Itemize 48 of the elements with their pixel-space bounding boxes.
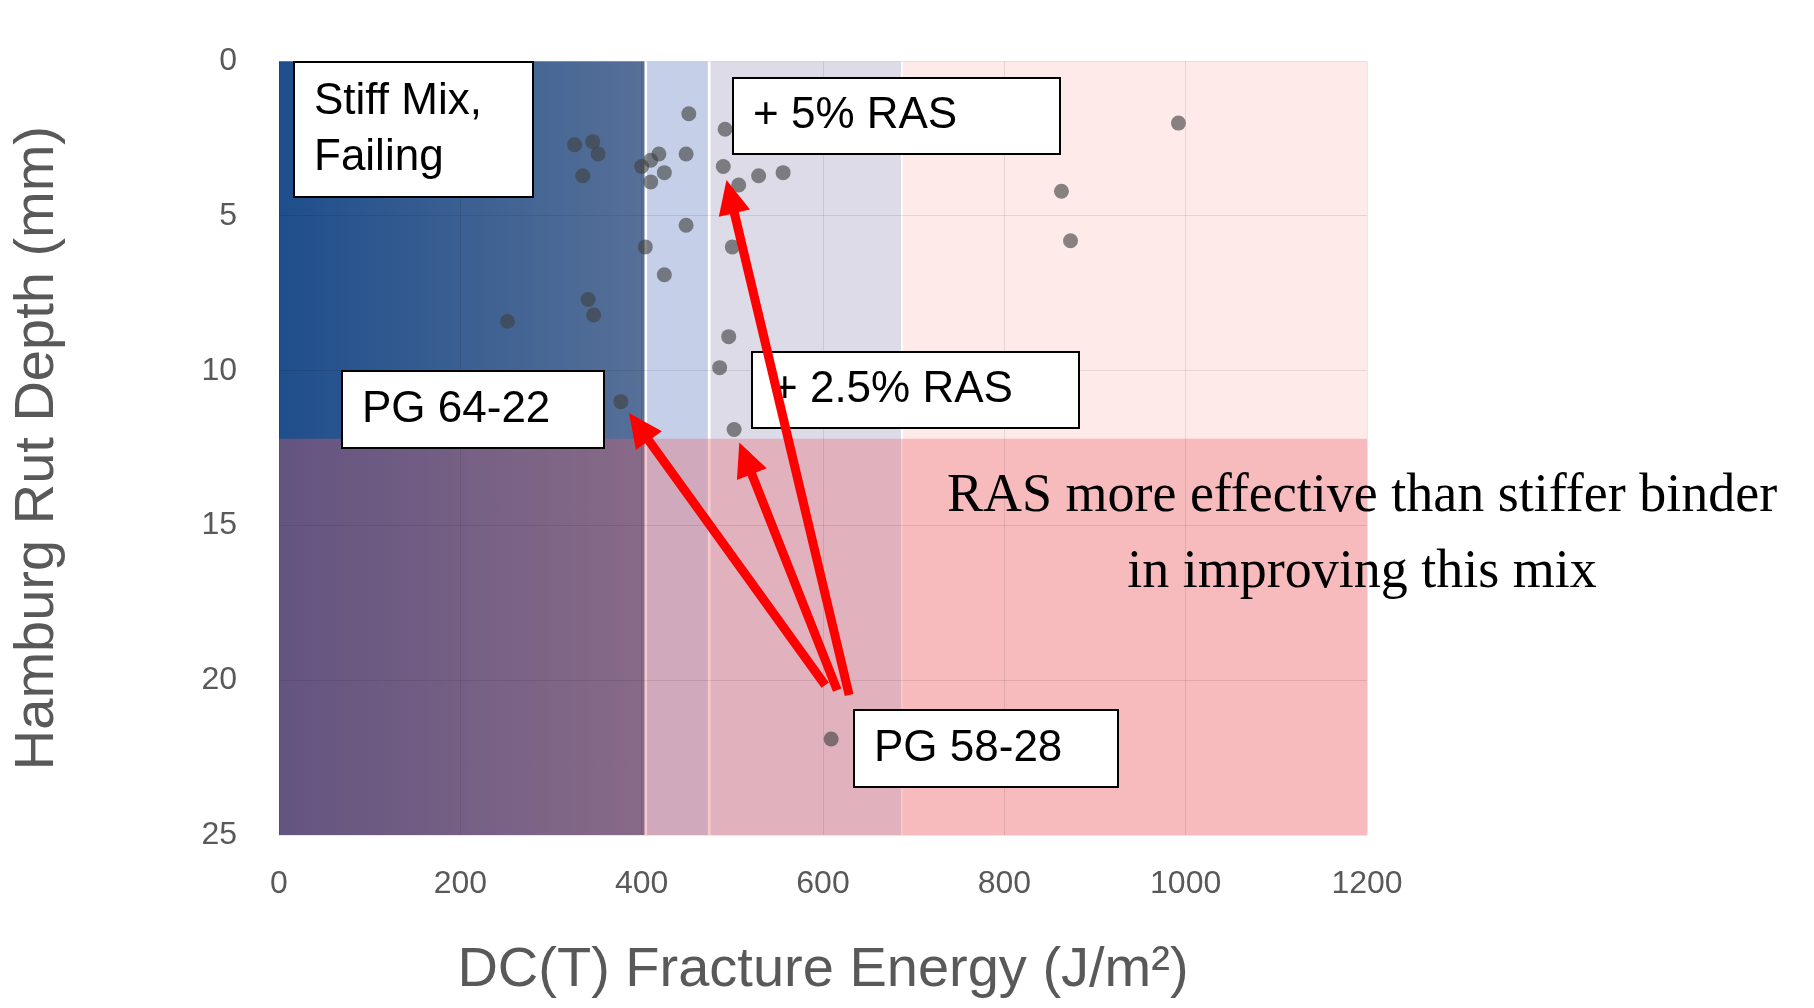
point	[731, 177, 747, 193]
x-tick-label: 1200	[1331, 864, 1403, 901]
x-tick-label: 800	[977, 864, 1032, 901]
point	[1170, 115, 1186, 131]
y-tick-label: 25	[201, 814, 237, 851]
y-tick-label: 20	[201, 660, 237, 697]
point	[721, 329, 737, 345]
point	[823, 731, 839, 747]
point	[751, 168, 767, 184]
annotation: RAS more effective than stiffer binder in improving this mix	[946, 463, 1778, 600]
point	[580, 292, 596, 308]
y-axis-title: Hamburg Rut Depth (mm)	[2, 126, 66, 771]
annotation: PG 58-28	[874, 720, 1063, 770]
point	[656, 267, 672, 283]
point	[590, 146, 606, 162]
point	[717, 121, 733, 137]
y-tick-label: 15	[201, 505, 237, 542]
point	[726, 422, 742, 438]
y-tick-label: 10	[201, 350, 237, 387]
x-tick-label: 0	[270, 864, 288, 901]
y-tick-label: 0	[219, 41, 237, 78]
point	[613, 394, 629, 410]
point	[712, 360, 728, 376]
x-tick-label: 200	[433, 864, 488, 901]
point	[499, 313, 515, 329]
annotation: Stiff Mix, Failing	[314, 73, 482, 179]
point	[681, 106, 697, 122]
point	[567, 137, 583, 153]
point	[586, 307, 602, 323]
point	[656, 165, 672, 181]
point	[651, 146, 667, 162]
point	[637, 239, 653, 255]
x-tick-label: 600	[796, 864, 850, 901]
x-tick-label: 400	[614, 864, 669, 901]
point	[575, 168, 591, 184]
point	[643, 174, 659, 190]
point	[585, 134, 601, 150]
x-tick-label: 1000	[1150, 864, 1222, 901]
point	[775, 165, 791, 181]
annotation: + 5% RAS	[753, 88, 958, 138]
x-axis-title: DC(T) Fracture Energy (J/m²)	[457, 934, 1189, 998]
point	[678, 146, 694, 162]
y-tick-label: 5	[219, 195, 237, 232]
annotation: PG 64-22	[362, 381, 551, 431]
point	[1063, 233, 1079, 249]
point	[1053, 183, 1069, 199]
point	[715, 158, 731, 174]
point	[678, 217, 694, 233]
